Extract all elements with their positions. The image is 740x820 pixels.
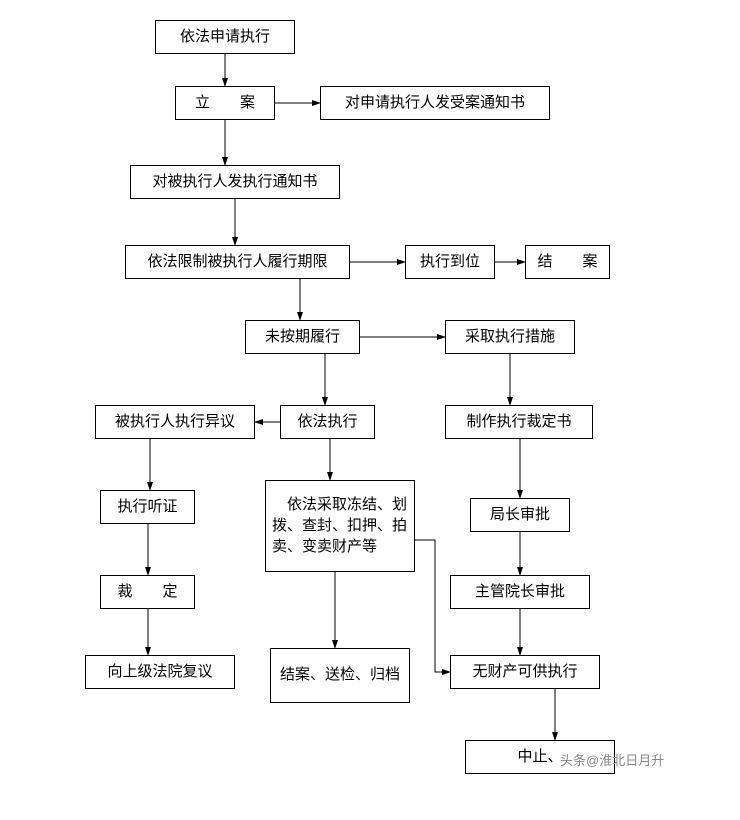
flowchart-node: 依法申请执行 <box>155 20 295 54</box>
flowchart-node: 向上级法院复议 <box>85 655 235 689</box>
flowchart-node: 采取执行措施 <box>445 320 575 354</box>
flowchart-node: 执行听证 <box>100 490 195 524</box>
flowchart-node: 无财产可供执行 <box>450 655 600 689</box>
flowchart-node: 立 案 <box>175 86 275 120</box>
flowchart-node: 依法采取冻结、划拨、查封、扣押、拍卖、变卖财产等 <box>265 480 415 572</box>
flowchart-node: 执行到位 <box>405 245 495 279</box>
flowchart-node: 结 案 <box>525 245 610 279</box>
flowchart-node: 裁 定 <box>100 575 195 609</box>
flowchart-node: 对申请执行人发受案通知书 <box>320 86 550 120</box>
flowchart-node: 制作执行裁定书 <box>445 405 593 439</box>
flowchart-node: 主管院长审批 <box>450 575 590 609</box>
flowchart-node: 依法限制被执行人履行期限 <box>125 245 350 279</box>
flowchart-node: 对被执行人发执行通知书 <box>130 165 340 199</box>
flowchart-node: 局长审批 <box>470 498 570 532</box>
flowchart-node: 依法执行 <box>280 405 375 439</box>
watermark-text: 头条@淮北日月升 <box>560 750 664 769</box>
flowchart-node: 未按期履行 <box>245 320 360 354</box>
flowchart-node: 被执行人执行异议 <box>95 405 255 439</box>
flowchart-node: 结案、送检、归档 <box>270 648 410 703</box>
